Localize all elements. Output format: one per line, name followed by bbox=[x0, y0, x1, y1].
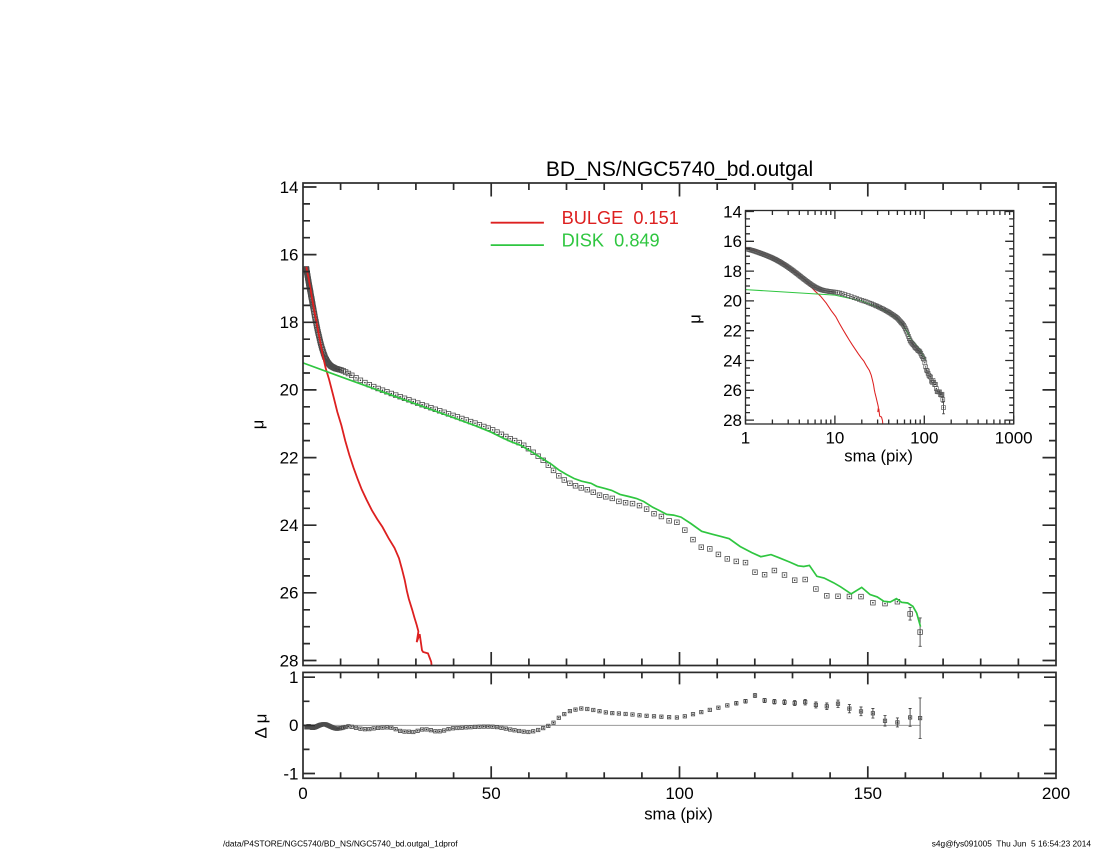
svg-text:BULGE 0.151: BULGE 0.151 bbox=[562, 208, 679, 228]
svg-text:/data/P4STORE/NGC5740/BD_NS/NG: /data/P4STORE/NGC5740/BD_NS/NGC5740_bd.o… bbox=[223, 839, 458, 849]
svg-text:sma (pix): sma (pix) bbox=[644, 805, 713, 824]
svg-text:26: 26 bbox=[280, 584, 299, 603]
svg-text:100: 100 bbox=[665, 784, 693, 803]
svg-text:20: 20 bbox=[723, 292, 742, 311]
svg-text:200: 200 bbox=[1042, 784, 1070, 803]
svg-text:24: 24 bbox=[280, 516, 299, 535]
svg-text:16: 16 bbox=[723, 232, 742, 251]
svg-text:22: 22 bbox=[723, 322, 742, 341]
svg-text:μ: μ bbox=[687, 314, 705, 324]
svg-text:50: 50 bbox=[482, 784, 501, 803]
svg-text:sma (pix): sma (pix) bbox=[844, 447, 913, 466]
svg-text:1: 1 bbox=[289, 668, 298, 687]
svg-text:0: 0 bbox=[298, 784, 307, 803]
svg-text:14: 14 bbox=[723, 202, 742, 221]
svg-text:24: 24 bbox=[723, 351, 742, 370]
svg-text:1000: 1000 bbox=[995, 429, 1033, 448]
svg-text:14: 14 bbox=[280, 178, 299, 197]
svg-text:0: 0 bbox=[289, 716, 298, 735]
svg-text:28: 28 bbox=[280, 651, 299, 670]
svg-text:26: 26 bbox=[723, 381, 742, 400]
svg-text:-1: -1 bbox=[283, 764, 298, 783]
svg-text:150: 150 bbox=[854, 784, 882, 803]
svg-text:18: 18 bbox=[723, 262, 742, 281]
svg-text:20: 20 bbox=[280, 381, 299, 400]
svg-text:1: 1 bbox=[741, 429, 750, 448]
svg-text:μ: μ bbox=[250, 420, 268, 430]
svg-text:10: 10 bbox=[825, 429, 844, 448]
svg-text:DISK 0.849: DISK 0.849 bbox=[562, 230, 660, 250]
svg-text:18: 18 bbox=[280, 313, 299, 332]
svg-text:28: 28 bbox=[723, 411, 742, 430]
svg-text:16: 16 bbox=[280, 245, 299, 264]
svg-text:s4g@fys091005 Thu Jun 5 16:5: s4g@fys091005 Thu Jun 5 16:54:23 2014 bbox=[932, 839, 1092, 849]
svg-text:BD_NS/NGC5740_bd.outgal: BD_NS/NGC5740_bd.outgal bbox=[546, 158, 813, 181]
svg-text:Δ μ: Δ μ bbox=[252, 714, 271, 739]
svg-text:100: 100 bbox=[910, 429, 938, 448]
svg-text:22: 22 bbox=[280, 448, 299, 467]
